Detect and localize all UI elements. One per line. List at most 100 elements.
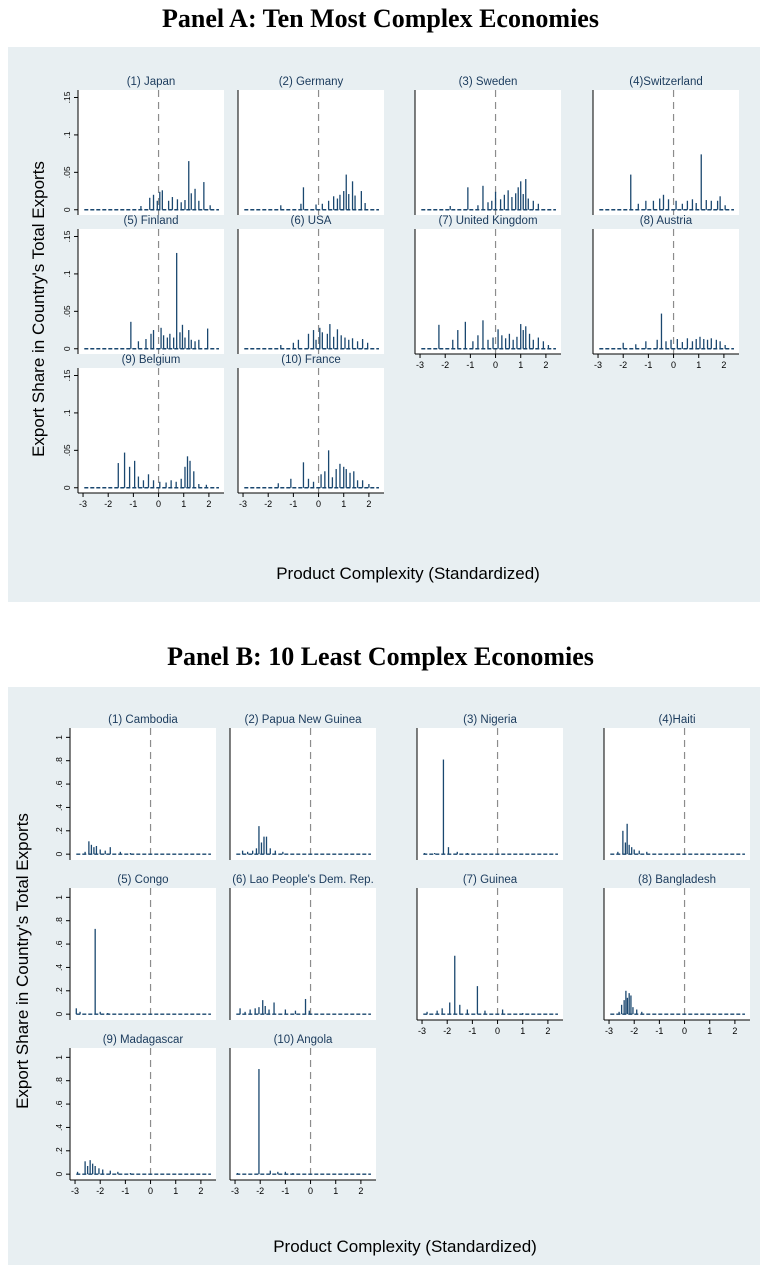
subplot: (2) Germany	[237, 76, 384, 215]
x-tick-label: -3	[79, 499, 87, 509]
subplot: (8) Bangladesh -3 -2 -1 0 1 2	[603, 874, 750, 1036]
panel-a-title: Panel A: Ten Most Complex Economies	[162, 4, 599, 33]
panel-b-figure: Export Share in Country's Total Exports P…	[8, 687, 760, 1265]
subplot: (9) Madagascar 0 .2 .4 .6 .8 1 -3 -2 -1 0 1 2	[54, 1034, 216, 1196]
plot-area	[238, 90, 384, 215]
subplot-title: (3) Sweden	[459, 76, 518, 88]
x-tick-label: 0	[308, 1186, 313, 1196]
x-tick-label: -2	[630, 1026, 638, 1036]
subplot: (7) Guinea -3 -2 -1 0 1 2	[416, 874, 563, 1036]
subplot: (1) Japan 0 .05 .1 .15	[62, 76, 224, 215]
subplot-title: (6) USA	[291, 215, 332, 227]
subplot-title: (7) Guinea	[463, 874, 518, 886]
y-tick-label: .8	[54, 917, 64, 924]
x-tick-label: 2	[206, 499, 211, 509]
x-tick-label: 1	[696, 360, 701, 370]
x-tick-label: -2	[96, 1186, 104, 1196]
subplot-title: (10) Angola	[274, 1034, 333, 1046]
x-tick-label: -3	[239, 499, 247, 509]
x-tick-label: -3	[71, 1186, 79, 1196]
y-tick-label: 1	[54, 895, 64, 900]
x-tick-label: -2	[256, 1186, 264, 1196]
y-axis-title: Export Share in Country's Total Exports	[13, 813, 32, 1109]
x-tick-label: 1	[520, 1026, 525, 1036]
subplot: (3) Sweden	[414, 76, 561, 215]
y-tick-label: .15	[62, 230, 72, 242]
x-tick-label: 1	[173, 1186, 178, 1196]
subplot-title: (6) Lao People's Dem. Rep.	[232, 874, 374, 886]
plot-area	[604, 888, 750, 1020]
subplot-title: (9) Madagascar	[103, 1034, 184, 1046]
x-tick-label: 0	[682, 1026, 687, 1036]
subplot: (2) Papua New Guinea	[229, 714, 376, 860]
plot-area	[230, 728, 376, 860]
x-tick-label: -1	[468, 1026, 476, 1036]
y-tick-label: .6	[54, 1100, 64, 1107]
x-tick-label: 2	[358, 1186, 363, 1196]
subplot-title: (7) United Kingdom	[438, 215, 537, 227]
y-tick-label: .05	[62, 305, 72, 317]
subplot: (10) France -3 -2 -1 0 1 2	[237, 354, 384, 509]
subplot: (5) Congo 0 .2 .4 .6 .8 1	[54, 874, 216, 1020]
y-tick-label: .15	[62, 91, 72, 103]
subplot-title: (5) Finland	[124, 215, 179, 227]
y-tick-label: 0	[62, 346, 72, 351]
plot-area	[415, 90, 561, 215]
x-tick-label: 0	[156, 499, 161, 509]
plot-area	[238, 368, 384, 493]
y-tick-label: .8	[54, 1077, 64, 1084]
subplot-title: (8) Austria	[640, 215, 693, 227]
subplot: (9) Belgium 0 .05 .1 .15 -3 -2 -1 0 1 2	[62, 354, 224, 509]
y-tick-label: 0	[62, 207, 72, 212]
x-tick-label: 0	[493, 360, 498, 370]
subplot: (4)Switzerland	[592, 76, 739, 215]
plot-area	[70, 888, 216, 1020]
x-tick-label: -3	[605, 1026, 613, 1036]
x-tick-label: 2	[198, 1186, 203, 1196]
y-tick-label: .4	[54, 1124, 64, 1131]
subplot: (4)Haiti	[603, 714, 750, 860]
x-tick-label: 1	[707, 1026, 712, 1036]
y-tick-label: .1	[62, 270, 72, 277]
x-tick-label: -2	[104, 499, 112, 509]
y-tick-label: .05	[62, 166, 72, 178]
subplot-title: (1) Japan	[127, 76, 176, 88]
y-tick-label: 0	[54, 1172, 64, 1177]
y-tick-label: 1	[54, 1055, 64, 1060]
y-tick-label: .8	[54, 757, 64, 764]
x-tick-label: 2	[366, 499, 371, 509]
x-tick-label: 0	[316, 499, 321, 509]
plot-area	[593, 90, 739, 215]
subplot: (3) Nigeria	[416, 714, 563, 860]
y-tick-label: .6	[54, 940, 64, 947]
plot-area	[78, 90, 224, 215]
plot-area	[230, 888, 376, 1020]
plot-area	[70, 1048, 216, 1180]
subplot-title: (10) France	[281, 354, 340, 366]
subplot: (6) Lao People's Dem. Rep.	[229, 874, 376, 1020]
x-tick-label: 2	[545, 1026, 550, 1036]
subplot: (5) Finland 0 .05 .1 .15	[62, 215, 224, 354]
subplot-title: (9) Belgium	[122, 354, 181, 366]
subplot: (10) Angola -3 -2 -1 0 1 2	[229, 1034, 376, 1196]
y-tick-label: .2	[54, 827, 64, 834]
x-tick-label: -2	[264, 499, 272, 509]
x-tick-label: 1	[333, 1186, 338, 1196]
x-tick-label: -1	[289, 499, 297, 509]
x-tick-label: -3	[418, 1026, 426, 1036]
plot-area	[230, 1048, 376, 1180]
x-tick-label: -1	[129, 499, 137, 509]
plot-area	[415, 229, 561, 354]
x-tick-label: -3	[416, 360, 424, 370]
subplot-title: (5) Congo	[117, 874, 168, 886]
subplot-title: (3) Nigeria	[463, 714, 517, 726]
subplot: (1) Cambodia 0 .2 .4 .6 .8 1	[54, 714, 216, 860]
x-tick-label: -2	[441, 360, 449, 370]
x-tick-label: 0	[148, 1186, 153, 1196]
x-tick-label: 1	[181, 499, 186, 509]
y-tick-label: .4	[54, 804, 64, 811]
x-tick-label: 2	[543, 360, 548, 370]
y-tick-label: .15	[62, 369, 72, 381]
x-axis-title: Product Complexity (Standardized)	[276, 564, 540, 583]
x-tick-label: 2	[732, 1026, 737, 1036]
